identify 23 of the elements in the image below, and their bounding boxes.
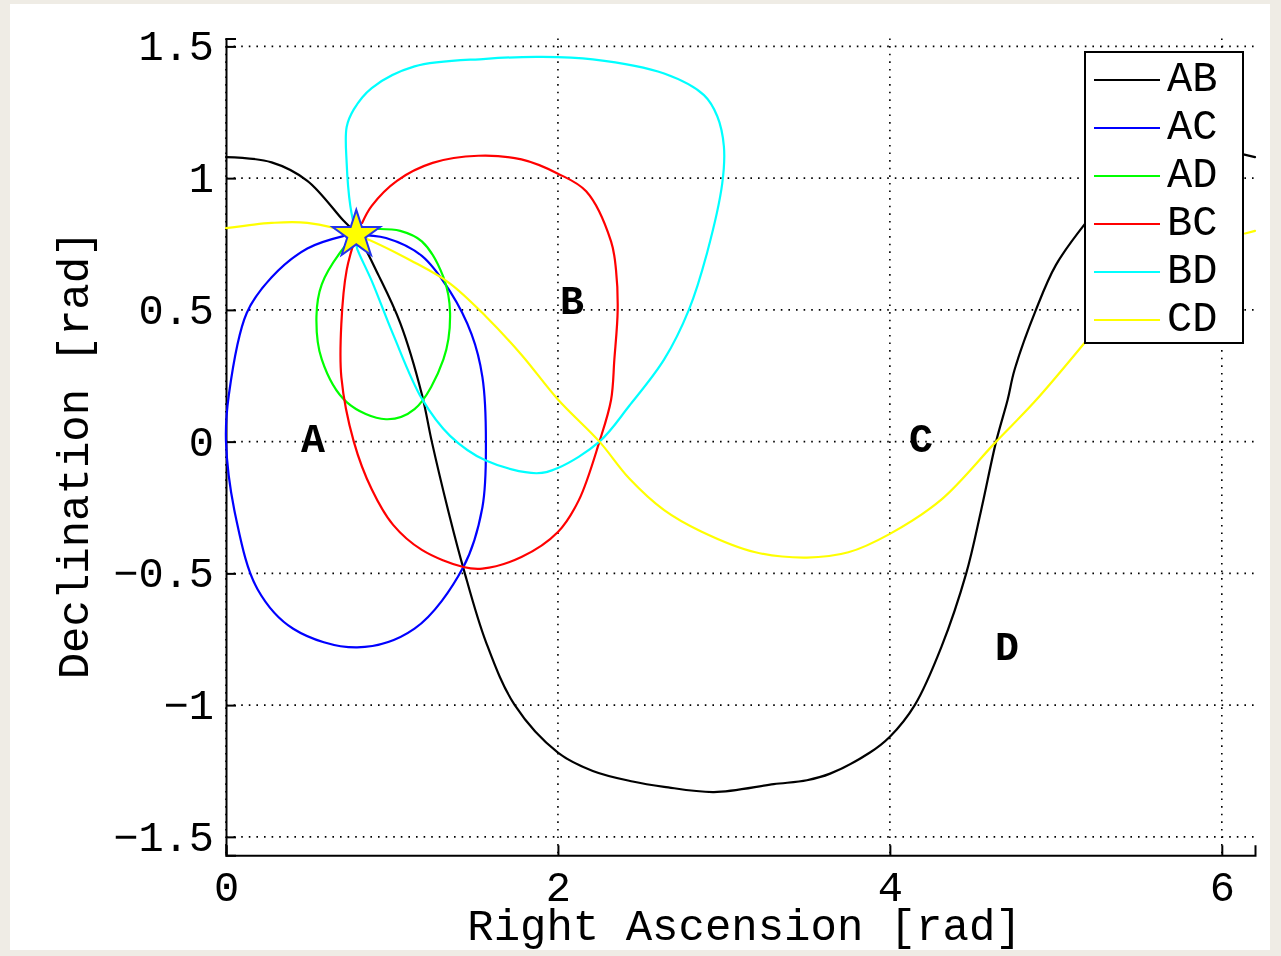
- legend-label: BC: [1167, 200, 1218, 248]
- x-tick-label: 6: [1209, 866, 1235, 915]
- y-tick-label: 0.5: [138, 288, 214, 337]
- y-tick-label: −0.5: [113, 552, 214, 601]
- legend-label: BD: [1167, 248, 1218, 296]
- legend-label: CD: [1167, 296, 1218, 344]
- line-series: [339, 154, 619, 570]
- annotation: A: [300, 418, 326, 464]
- y-tick-label: −1: [163, 684, 214, 733]
- line-series: [344, 55, 726, 475]
- annotation: C: [908, 418, 934, 464]
- y-axis-title: Declination [rad]: [51, 230, 101, 680]
- annotation: D: [994, 626, 1020, 672]
- y-tick-label: 0: [188, 420, 214, 469]
- annotation: B: [559, 280, 585, 326]
- legend-label: AD: [1167, 152, 1218, 200]
- legend-label: AB: [1167, 56, 1218, 104]
- line-series: [315, 227, 452, 421]
- legend-label: AC: [1167, 104, 1218, 152]
- y-tick-label: 1: [188, 157, 214, 206]
- y-tick-label: 1.5: [138, 25, 214, 74]
- line-series: [224, 233, 488, 649]
- y-tick-label: −1.5: [113, 815, 214, 864]
